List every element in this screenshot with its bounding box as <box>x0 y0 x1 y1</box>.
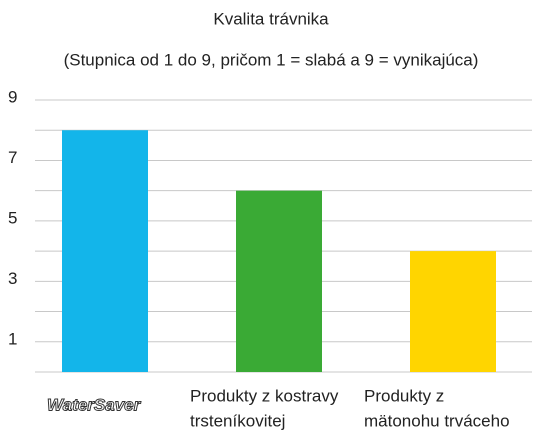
bar <box>62 130 148 372</box>
chart-subtitle: (Stupnica od 1 do 9, pričom 1 = slabá a … <box>64 50 479 69</box>
x-tick-label: Produkty z <box>364 386 444 405</box>
y-tick-label: 9 <box>8 87 17 106</box>
x-tick-label: WaterSaver <box>47 395 142 414</box>
bar <box>410 251 496 372</box>
y-tick-label: 3 <box>8 269 17 288</box>
y-tick-label: 5 <box>8 208 17 227</box>
bar <box>236 190 322 372</box>
chart-title: Kvalita trávnika <box>213 9 329 28</box>
x-tick-label: mätonohu trváceho <box>364 411 510 430</box>
x-tick-label: trsteníkovitej <box>190 411 285 430</box>
x-tick-label: Produkty z kostravy <box>190 386 339 405</box>
y-tick-label: 1 <box>8 329 17 348</box>
y-tick-label: 7 <box>8 148 17 167</box>
